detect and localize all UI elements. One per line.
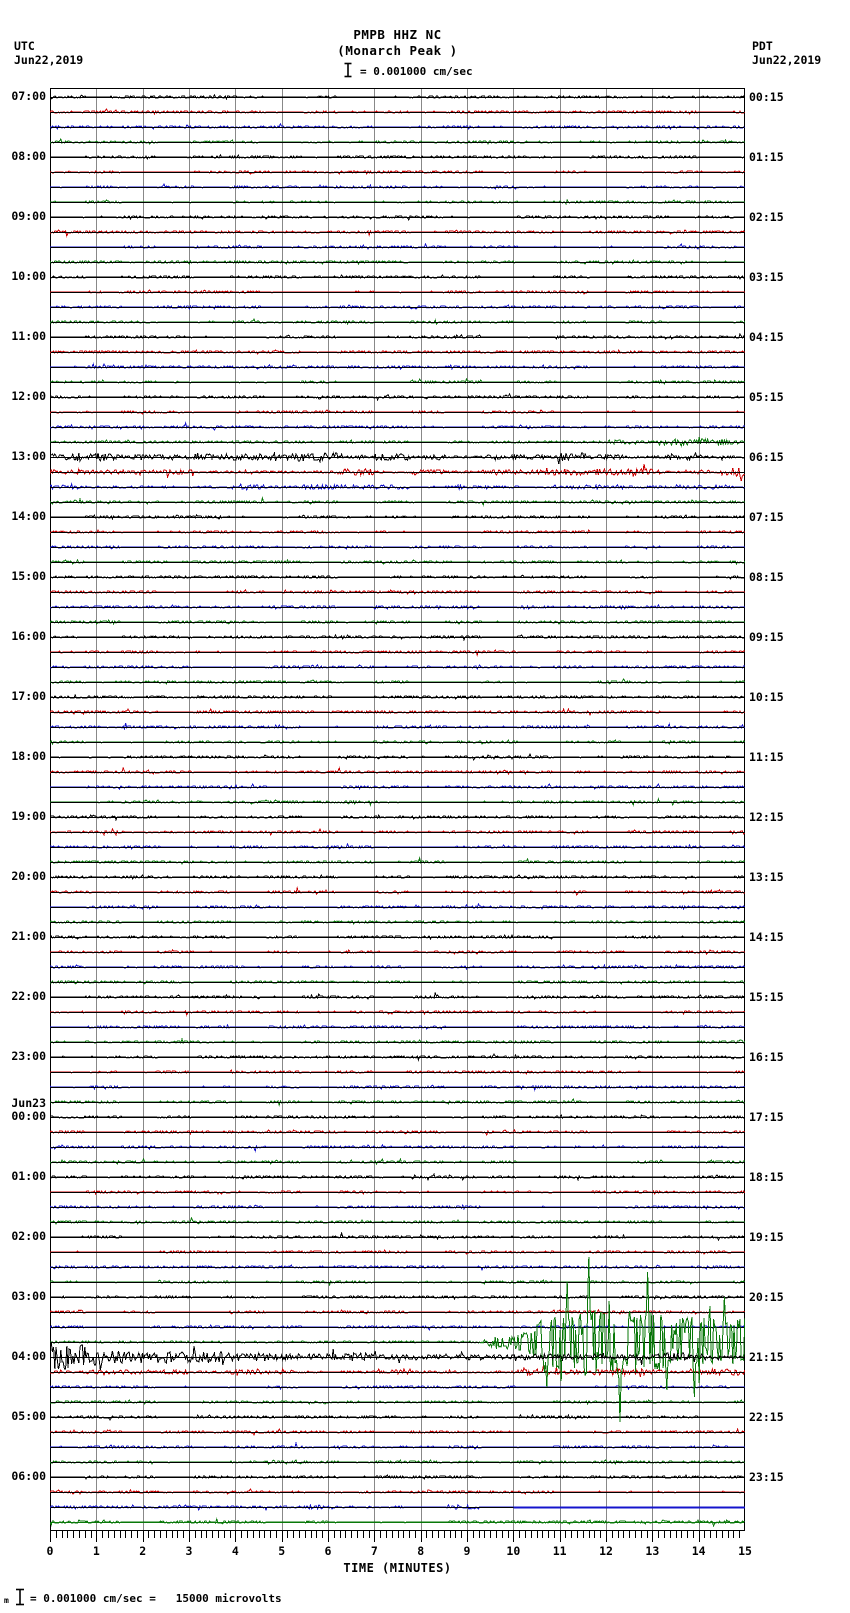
utc-hour-label: 17:00 (11, 689, 46, 703)
utc-hour-label: 02:00 (11, 1229, 46, 1243)
local-hour-label: 05:15 (749, 390, 784, 404)
utc-hour-label: 20:00 (11, 869, 46, 883)
timezone-left-label: UTC (14, 39, 35, 53)
minute-tick-label: 14 (691, 1544, 706, 1558)
utc-hour-label: 07:00 (11, 89, 46, 103)
local-hour-label: 04:15 (749, 330, 784, 344)
minute-tick-label: 13 (645, 1544, 660, 1558)
scale-bar-icon (16, 1588, 24, 1606)
amplitude-scale: = 0.001000 cm/sec (343, 62, 473, 78)
minute-tick-label: 7 (370, 1544, 378, 1558)
local-hour-label: 08:15 (749, 570, 784, 584)
local-hour-label: 07:15 (749, 510, 784, 524)
local-hour-label: 20:15 (749, 1290, 784, 1304)
scale-text: = 0.001000 cm/sec (360, 65, 473, 78)
utc-hour-label: 22:00 (11, 989, 46, 1003)
footer-prefix: m (4, 1596, 9, 1605)
utc-hour-label: 18:00 (11, 749, 46, 763)
utc-hour-label: Jun23 00:00 (11, 1096, 46, 1123)
x-axis-title: TIME (MINUTES) (343, 1561, 452, 1575)
utc-hour-label: 16:00 (11, 629, 46, 643)
utc-hour-label: 15:00 (11, 569, 46, 583)
local-hour-label: 14:15 (749, 930, 784, 944)
scale-bar-icon (344, 62, 352, 78)
utc-hour-label: 21:00 (11, 929, 46, 943)
minute-tick-label: 1 (92, 1544, 100, 1558)
timezone-right-label: PDT (752, 39, 773, 53)
utc-hour-label: 12:00 (11, 389, 46, 403)
local-hour-label: 03:15 (749, 270, 784, 284)
local-hour-label: 02:15 (749, 210, 784, 224)
utc-hour-label: 09:00 (11, 209, 46, 223)
minute-tick-label: 0 (46, 1544, 54, 1558)
utc-hour-label: 19:00 (11, 809, 46, 823)
local-hour-label: 18:15 (749, 1170, 784, 1184)
minute-tick-label: 10 (506, 1544, 521, 1558)
utc-hour-label: 05:00 (11, 1409, 46, 1423)
utc-hour-label: 11:00 (11, 329, 46, 343)
footer-scale-text: = 0.001000 cm/sec = 15000 microvolts (30, 1592, 282, 1605)
local-hour-label: 13:15 (749, 870, 784, 884)
utc-hour-label: 04:00 (11, 1349, 46, 1363)
date-right-label: Jun22,2019 (752, 53, 822, 67)
local-hour-label: 16:15 (749, 1050, 784, 1064)
local-hour-label: 01:15 (749, 150, 784, 164)
local-hour-label: 11:15 (749, 750, 784, 764)
utc-hour-label: 03:00 (11, 1289, 46, 1303)
minute-tick-label: 12 (599, 1544, 613, 1558)
utc-hour-label: 23:00 (11, 1049, 46, 1063)
station-subtitle: (Monarch Peak ) (337, 43, 458, 58)
minute-tick-label: 5 (278, 1544, 286, 1558)
local-hour-label: 22:15 (749, 1410, 784, 1424)
date-left-label: Jun22,2019 (14, 53, 84, 67)
minute-tick-label: 8 (417, 1544, 425, 1558)
local-hour-label: 10:15 (749, 690, 784, 704)
utc-hour-label: 13:00 (11, 449, 46, 463)
local-hour-label: 21:15 (749, 1350, 784, 1364)
minute-tick-label: 9 (463, 1544, 471, 1558)
local-hour-label: 12:15 (749, 810, 784, 824)
local-hour-label: 19:15 (749, 1230, 784, 1244)
local-hour-label: 15:15 (749, 990, 784, 1004)
station-title: PMPB HHZ NC (353, 27, 442, 42)
local-hour-label: 06:15 (749, 450, 784, 464)
local-hour-label: 00:15 (749, 90, 784, 104)
utc-hour-label: 08:00 (11, 149, 46, 163)
seismogram-plot (50, 88, 745, 1542)
minute-tick-label: 3 (185, 1544, 193, 1558)
minute-tick-label: 6 (324, 1544, 332, 1558)
utc-hour-label: 10:00 (11, 269, 46, 283)
minute-tick-label: 15 (738, 1544, 752, 1558)
utc-hour-label: 14:00 (11, 509, 46, 523)
minute-tick-label: 2 (139, 1544, 147, 1558)
utc-hour-label: 06:00 (11, 1469, 46, 1483)
minute-tick-label: 4 (231, 1544, 239, 1558)
utc-hour-label: 01:00 (11, 1169, 46, 1183)
local-hour-label: 17:15 (749, 1110, 784, 1124)
local-hour-label: 09:15 (749, 630, 784, 644)
minute-tick-label: 11 (552, 1544, 567, 1558)
local-hour-label: 23:15 (749, 1470, 784, 1484)
